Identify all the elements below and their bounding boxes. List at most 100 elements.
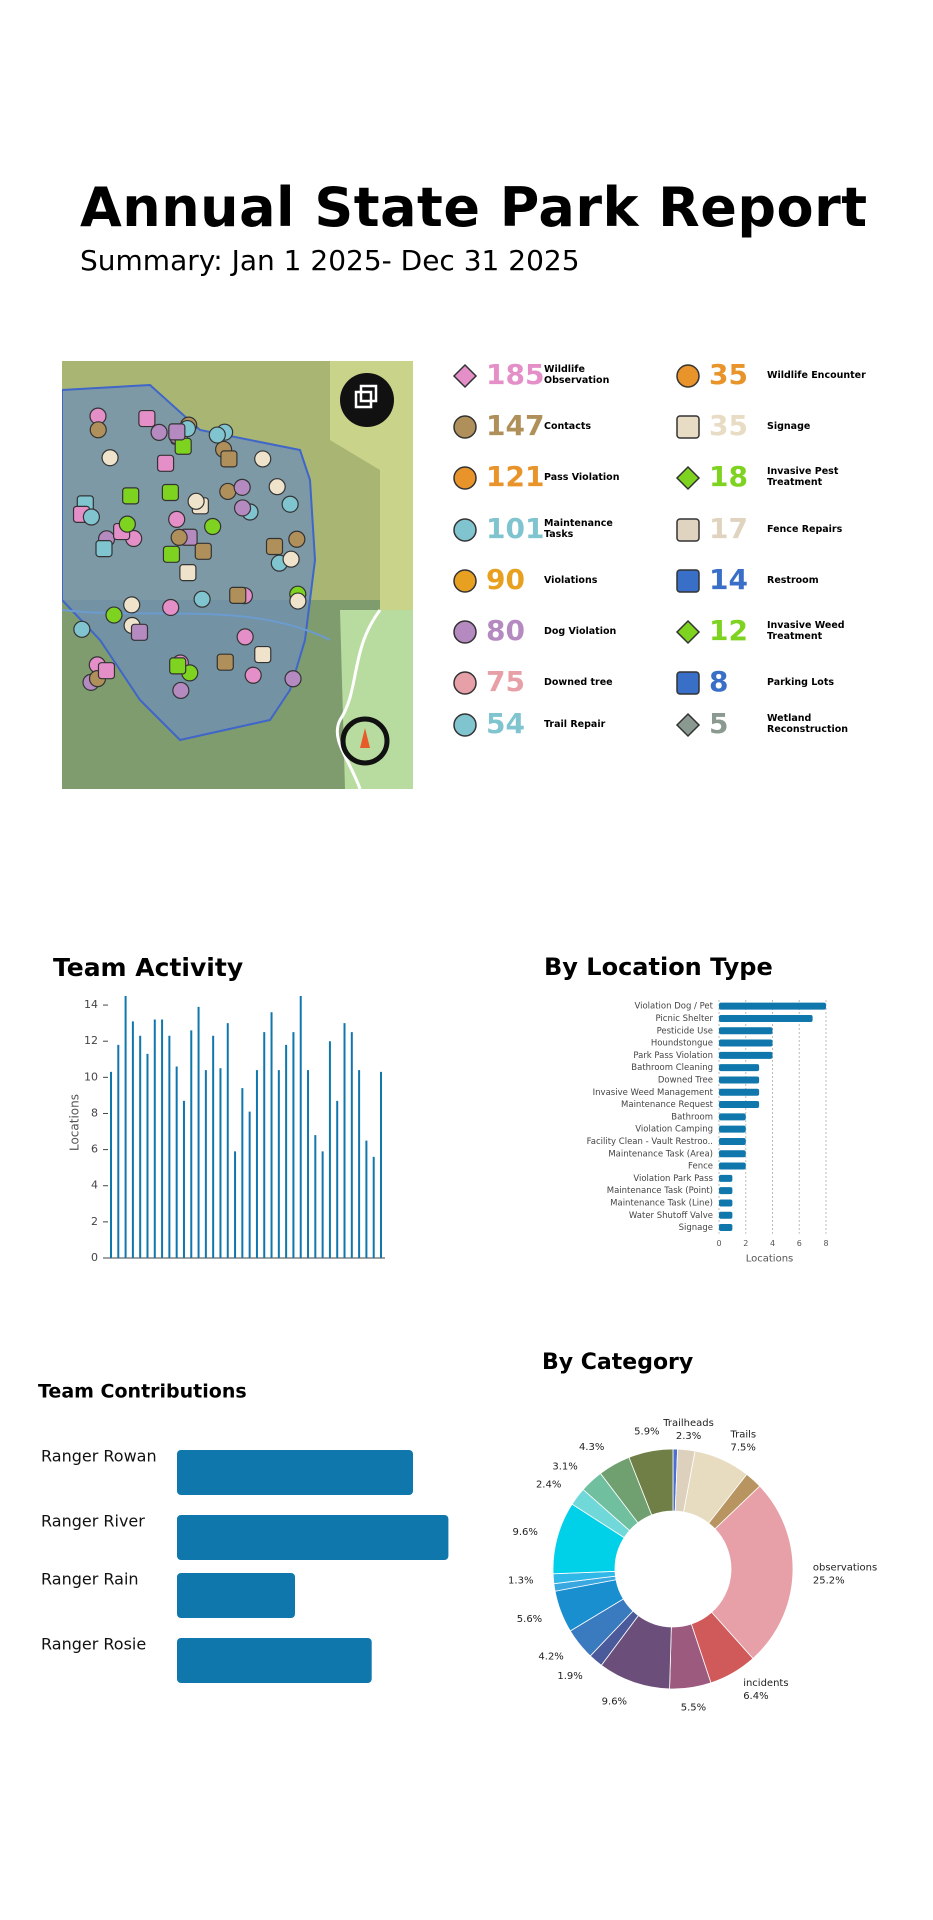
y-tick-label: Maintenance Task (Area)	[608, 1149, 713, 1159]
stat-icon-shape	[675, 465, 701, 491]
bar	[177, 1515, 449, 1560]
x-tick-label: 4	[770, 1239, 775, 1248]
map-marker	[156, 454, 175, 472]
stat-icon-shape	[452, 363, 478, 389]
y-tick-label: Facility Clean - Vault Restroo..	[587, 1137, 713, 1147]
stat-icon	[675, 465, 701, 491]
chart-title: By Category	[542, 1350, 693, 1375]
slice-label: 5.6%	[517, 1614, 542, 1625]
stat-icon-shape	[675, 619, 701, 645]
stat-icon	[675, 619, 701, 645]
map-marker	[187, 492, 205, 510]
stat-icon	[453, 620, 477, 644]
stat-label: Downed tree	[544, 676, 613, 688]
bar	[719, 1064, 760, 1072]
stat-label: Contacts	[544, 420, 592, 432]
stat-label: Wildlife Observation	[544, 364, 610, 386]
map-marker	[162, 598, 180, 617]
stat-value: 75	[486, 665, 525, 698]
y-tick-label: 12	[84, 1034, 98, 1047]
y-tick-label: 6	[91, 1143, 98, 1156]
map-marker	[193, 590, 211, 608]
y-tick-label: Invasive Weed Management	[593, 1088, 714, 1098]
stat-label: Dog Violation	[544, 625, 617, 637]
map-marker	[82, 508, 100, 526]
stat-label: Violations	[544, 574, 598, 586]
stat-label: Parking Lots	[767, 676, 835, 688]
stat-value: 185	[486, 358, 545, 391]
bar	[719, 1002, 826, 1010]
map-marker	[254, 450, 272, 468]
y-axis-label: Locations	[68, 1094, 82, 1151]
map-marker	[288, 530, 306, 548]
slice-name: Trailheads	[662, 1418, 714, 1429]
map-marker	[204, 517, 222, 536]
stat-value: 54	[486, 707, 525, 740]
x-tick-label: 8	[823, 1239, 828, 1248]
slice-label: 5.5%	[681, 1703, 706, 1714]
y-tick-label: Bathroom	[671, 1112, 713, 1122]
bar	[177, 1573, 295, 1618]
stat-icon-shape	[453, 518, 477, 542]
y-tick-label: Violation Dog / Pet	[634, 1002, 713, 1012]
map-marker	[233, 499, 252, 517]
y-tick-label: Maintenance Task (Point)	[607, 1186, 713, 1196]
stat-icon	[453, 518, 477, 542]
map-marker	[194, 542, 212, 560]
stat-icon	[676, 518, 700, 542]
category-label: Ranger Rosie	[41, 1635, 146, 1654]
stat-icon	[453, 415, 477, 439]
stat-value: 17	[709, 512, 748, 545]
stat-label: Pass Violation	[544, 471, 620, 483]
map-marker	[282, 550, 300, 568]
slice-name: Trails	[730, 1429, 757, 1440]
bar	[719, 1162, 746, 1170]
bar	[719, 1113, 746, 1121]
stream	[62, 609, 331, 641]
map-parcel	[330, 361, 413, 610]
compass[interactable]	[340, 716, 390, 766]
map-marker	[168, 423, 186, 441]
slice-label: 6.4%	[743, 1691, 768, 1702]
slice-label: 3.1%	[552, 1461, 577, 1472]
stat-value: 12	[709, 614, 748, 647]
y-tick-label: Violation Park Pass	[633, 1174, 713, 1184]
bar	[719, 1211, 733, 1219]
slice-label: 25.2%	[813, 1576, 845, 1587]
bar	[719, 1027, 773, 1035]
bar	[719, 1199, 733, 1207]
map-marker	[281, 495, 299, 513]
stat-icon-shape	[453, 671, 477, 695]
map-marker	[168, 510, 186, 528]
road	[335, 609, 382, 789]
bar	[719, 1088, 760, 1096]
map-marker	[138, 409, 156, 428]
slice-name: observations	[813, 1563, 877, 1574]
stat-icon-shape	[453, 713, 477, 737]
stat-icon	[675, 712, 701, 738]
y-tick-label: 4	[91, 1179, 98, 1192]
stat-icon	[676, 671, 700, 695]
stat-label: Signage	[767, 420, 811, 432]
y-tick-label: Fence	[688, 1162, 713, 1172]
map-marker	[268, 478, 286, 496]
slice-label: 2.3%	[676, 1431, 701, 1442]
stat-icon	[453, 713, 477, 737]
map-marker	[150, 423, 168, 441]
stat-icon-shape	[676, 364, 700, 388]
map-marker	[172, 681, 190, 700]
category-label: Ranger Rowan	[41, 1447, 157, 1466]
map-marker	[169, 657, 187, 675]
bar	[719, 1187, 733, 1195]
map-marker	[284, 670, 302, 688]
map-marker	[220, 450, 238, 468]
map-marker	[219, 482, 237, 501]
bar	[719, 1039, 773, 1047]
map-marker	[118, 515, 136, 533]
stat-icon-shape	[676, 518, 700, 542]
stat-value: 14	[709, 563, 748, 596]
stat-icon	[453, 569, 477, 593]
stat-icon	[453, 671, 477, 695]
bar	[719, 1101, 760, 1109]
slice-label: 1.9%	[557, 1671, 582, 1682]
